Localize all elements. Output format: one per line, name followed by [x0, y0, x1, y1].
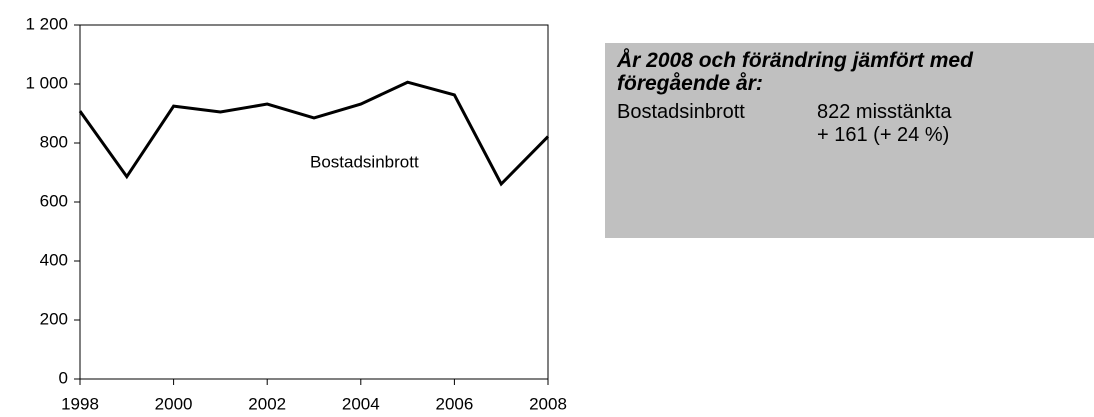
data-line [78, 80, 550, 187]
x-tick-label: 2006 [435, 394, 473, 413]
info-box: År 2008 och förändring jämfört med föreg… [605, 43, 1094, 238]
y-tick-label: 400 [40, 250, 68, 269]
info-label: Bostadsinbrott [617, 101, 745, 123]
info-title: föregående år: [617, 72, 763, 95]
info-title: År 2008 och förändring jämfört med [617, 49, 973, 72]
y-tick-label: 1 000 [25, 73, 68, 92]
series-label: Bostadsinbrott [310, 152, 419, 171]
y-tick-label: 0 [59, 368, 68, 387]
info-line: + 161 (+ 24 %) [817, 124, 950, 146]
y-tick-label: 800 [40, 132, 68, 151]
info-values: 822 misstänkta + 161 (+ 24 %) [817, 101, 952, 147]
y-tick-label: 600 [40, 191, 68, 210]
info-row: Bostadsinbrott 822 misstänkta + 161 (+ 2… [617, 101, 1082, 147]
y-tick-label: 200 [40, 309, 68, 328]
x-tick-label: 2004 [342, 394, 380, 413]
x-tick-label: 2000 [155, 394, 193, 413]
info-line: 822 misstänkta [817, 101, 952, 123]
x-tick-label: 2002 [248, 394, 286, 413]
y-tick-label: 1 200 [25, 14, 68, 33]
x-tick-label: 2008 [529, 394, 567, 413]
plot-frame [79, 24, 549, 380]
chart: 0 200 400 600 800 1 000 1 200 1998 2000 2002 2004 2… [25, 14, 567, 413]
x-tick-label: 1998 [61, 394, 99, 413]
